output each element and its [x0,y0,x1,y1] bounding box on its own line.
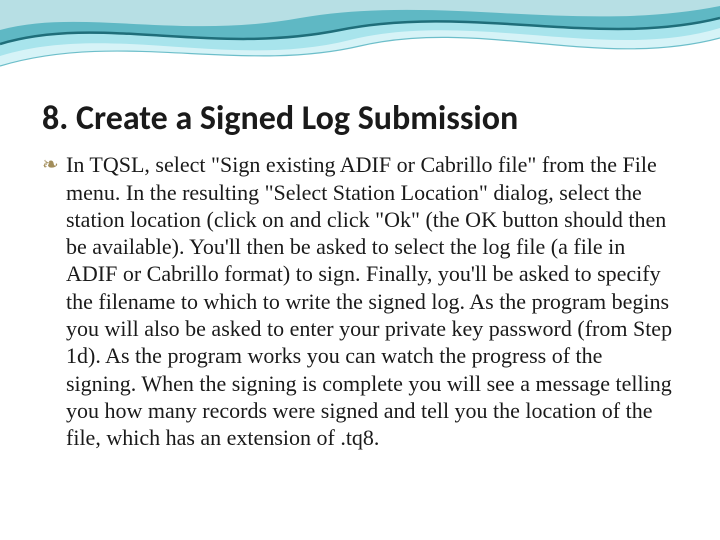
leaf-bullet-icon: ❧ [42,151,60,175]
slide-title: 8. Create a Signed Log Submission [42,100,678,137]
body-bullet-row: ❧ In TQSL, select "Sign existing ADIF or… [42,151,678,451]
slide-content: 8. Create a Signed Log Submission ❧ In T… [0,0,720,540]
slide-body-text: In TQSL, select "Sign existing ADIF or C… [66,151,678,451]
